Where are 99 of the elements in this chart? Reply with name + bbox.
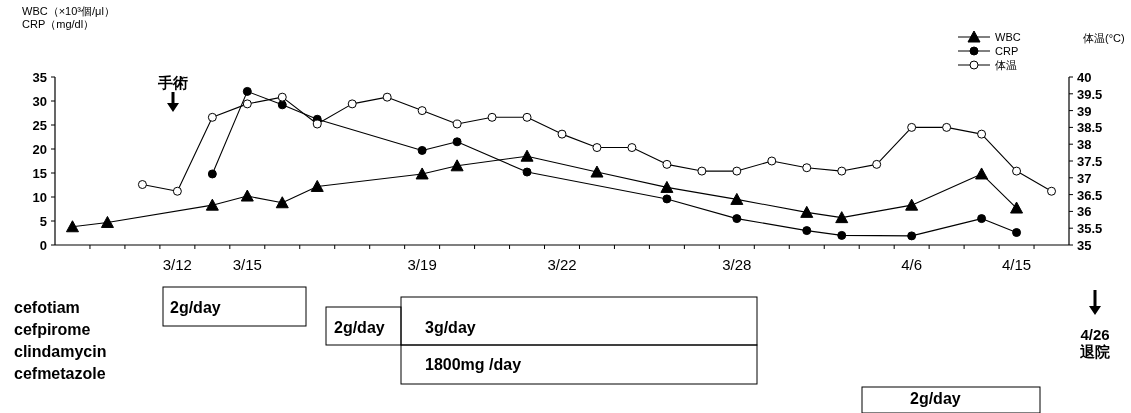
text: 2g/day xyxy=(334,319,385,336)
legend-label: WBC xyxy=(995,31,1021,43)
point xyxy=(660,180,674,193)
y-tick-label: 15 xyxy=(32,166,47,181)
point xyxy=(417,106,427,116)
point xyxy=(65,220,79,233)
category-label: cefpirome xyxy=(14,321,91,338)
y2-tick-label: 37 xyxy=(1077,170,1092,186)
point xyxy=(382,92,392,102)
point xyxy=(802,226,812,236)
point xyxy=(522,112,532,122)
text: 3g/day xyxy=(425,319,476,336)
point xyxy=(1012,228,1022,238)
y2-tick-label: 39.5 xyxy=(1077,86,1103,102)
point xyxy=(590,165,604,178)
y2-axis-title: 体温(°C) xyxy=(1083,32,1125,44)
y-tick-label: 10 xyxy=(32,190,47,205)
point xyxy=(347,99,357,109)
point xyxy=(730,192,744,205)
point xyxy=(205,198,219,211)
category-label: clindamycin xyxy=(14,343,107,360)
legend-label: CRP xyxy=(995,45,1019,57)
point xyxy=(520,149,534,162)
point xyxy=(275,196,289,209)
x-tick-label: 4/15 xyxy=(1001,256,1032,273)
point xyxy=(1010,201,1024,214)
point xyxy=(732,166,742,176)
point xyxy=(802,163,812,173)
point xyxy=(137,180,147,190)
point xyxy=(872,159,882,169)
point xyxy=(627,143,637,153)
y-tick-label: 5 xyxy=(39,214,47,229)
point xyxy=(557,129,567,139)
y2-tick-label: 35.5 xyxy=(1077,221,1103,237)
y2-tick-label: 37.5 xyxy=(1077,154,1103,169)
point xyxy=(835,211,849,224)
point xyxy=(522,167,532,177)
text: 2g/day xyxy=(910,390,961,407)
y2-tick-label: 39 xyxy=(1077,103,1092,119)
point xyxy=(240,189,254,202)
x-tick-label: 3/22 xyxy=(547,256,577,273)
legend-label: 体温 xyxy=(995,59,1017,71)
y2-tick-label: 36.5 xyxy=(1077,187,1103,203)
point xyxy=(415,167,429,180)
point xyxy=(310,179,324,192)
y-tick-label: 25 xyxy=(32,118,47,133)
point xyxy=(662,194,672,204)
point xyxy=(767,156,777,166)
point xyxy=(837,166,847,176)
annotation: 手術 xyxy=(157,74,188,91)
point xyxy=(1047,186,1057,196)
x-tick-label: 4/6 xyxy=(901,256,923,273)
point xyxy=(172,186,182,196)
text: 1800mg /day xyxy=(425,356,522,373)
point xyxy=(907,231,917,241)
point xyxy=(242,86,252,96)
point xyxy=(1012,166,1022,176)
x-tick-label: 3/28 xyxy=(722,256,752,273)
y2-tick-label: 38.5 xyxy=(1077,120,1103,136)
point xyxy=(207,112,217,122)
y2-tick-label: 35 xyxy=(1077,238,1092,253)
point xyxy=(277,100,287,110)
text: 4/26 退院 xyxy=(1079,326,1110,361)
point xyxy=(417,145,427,155)
y-tick-label: 30 xyxy=(32,94,47,109)
point xyxy=(452,119,462,129)
y2-tick-label: 36 xyxy=(1077,204,1092,220)
y-tick-label: 20 xyxy=(32,142,47,157)
y2-tick-label: 38 xyxy=(1077,137,1092,153)
point xyxy=(452,137,462,147)
point xyxy=(975,167,989,180)
point xyxy=(277,92,287,102)
point xyxy=(907,122,917,132)
x-tick-label: 3/12 xyxy=(162,256,192,273)
point xyxy=(697,166,707,176)
point xyxy=(100,215,114,228)
x-tick-label: 3/19 xyxy=(407,256,437,273)
point xyxy=(942,122,952,132)
point xyxy=(977,129,987,139)
x-tick-label: 3/15 xyxy=(232,256,262,273)
point xyxy=(592,143,602,153)
point xyxy=(732,214,742,224)
y2-tick-label: 40 xyxy=(1077,70,1092,85)
y-tick-label: 35 xyxy=(32,70,47,85)
y-tick-label: 0 xyxy=(39,238,47,253)
point xyxy=(662,159,672,169)
point xyxy=(207,169,217,179)
y-axis-title: WBC（×10³個/μl） CRP（mg/dl） xyxy=(22,5,115,30)
category-label: cefotiam xyxy=(14,299,80,316)
category-label: cefmetazole xyxy=(14,365,106,382)
point xyxy=(312,119,322,129)
point xyxy=(242,99,252,109)
point xyxy=(977,214,987,224)
point xyxy=(487,112,497,122)
point xyxy=(450,159,464,172)
point xyxy=(837,230,847,240)
text: 2g/day xyxy=(170,299,221,316)
point xyxy=(905,198,919,211)
point xyxy=(800,205,814,218)
